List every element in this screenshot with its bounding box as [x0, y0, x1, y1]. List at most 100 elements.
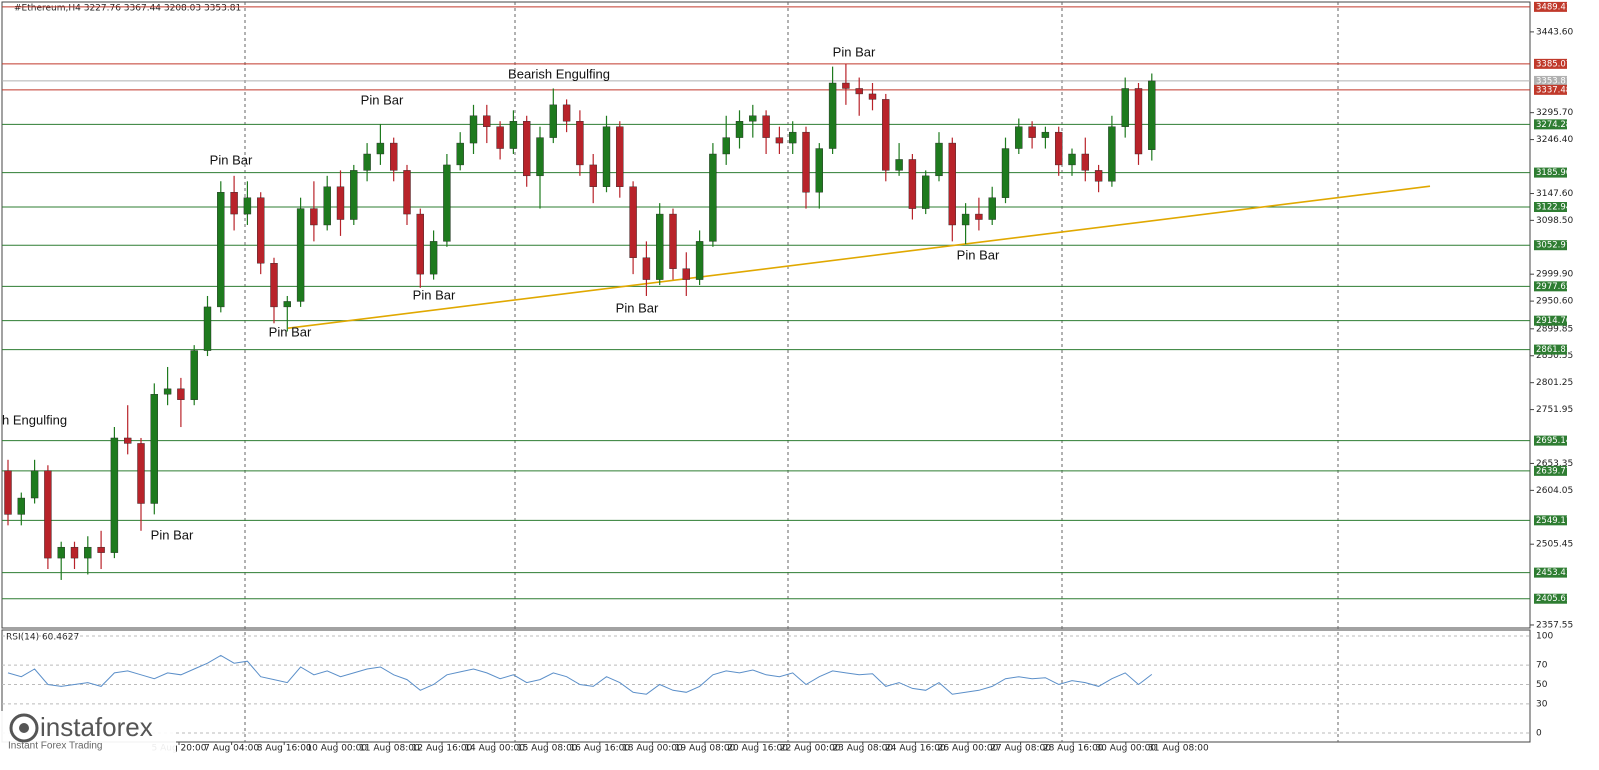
annotation: Pin Bar	[957, 247, 1000, 262]
candle-body	[17, 497, 25, 515]
x-tick-label: 15 Aug 08:00	[517, 744, 578, 754]
annotation: Bearish Engulfing	[508, 66, 610, 81]
level-tag	[1534, 567, 1567, 578]
rsi-tick-label: 30	[1536, 699, 1548, 709]
rsi-tick-label: 100	[1536, 632, 1553, 642]
candle-body	[669, 213, 677, 269]
level-label: 2977.65	[1536, 282, 1571, 292]
candle-body	[1121, 88, 1129, 127]
level-label: 2695.14	[1536, 436, 1571, 446]
x-tick-label: 23 Aug 08:00	[832, 744, 893, 754]
x-tick-label: 24 Aug 16:00	[885, 744, 946, 754]
candle-body	[376, 142, 385, 155]
y-tick-label: 3147.60	[1536, 189, 1573, 199]
candle-body	[163, 388, 172, 395]
logo: instaforex Instant Forex Trading	[0, 711, 176, 753]
level-label: 3274.28	[1536, 120, 1571, 130]
annotation: Pin Bar	[413, 287, 456, 302]
rsi-line	[7, 654, 1153, 695]
candle-body	[1015, 126, 1023, 149]
candle-body	[1148, 80, 1156, 150]
candle-body	[257, 197, 265, 264]
level-tag	[1534, 465, 1567, 476]
level-tag	[1534, 119, 1567, 130]
candle-body	[150, 394, 159, 504]
annotation: Pin Bar	[361, 92, 404, 107]
x-tick-label: 18 Aug 00:00	[622, 744, 683, 754]
annotation: Pin Bar	[151, 527, 194, 542]
candle-body	[576, 121, 584, 166]
x-tick-label: 31 Aug 08:00	[1148, 744, 1209, 754]
candle-body	[97, 546, 105, 553]
level-tag	[1534, 58, 1567, 69]
candle-body	[602, 126, 611, 187]
candle-body	[695, 241, 704, 280]
rsi-pane	[1, 629, 1531, 743]
level-label: 3185.96	[1536, 168, 1571, 178]
annotation: Pin Bar	[210, 152, 253, 167]
y-tick-label: 3098.50	[1536, 216, 1573, 226]
candle-body	[815, 148, 823, 193]
level-tag	[1534, 201, 1567, 212]
candle-body	[735, 121, 744, 138]
y-tick-label: 2801.25	[1536, 378, 1573, 388]
trendline	[287, 185, 1431, 329]
candle-body	[270, 263, 278, 308]
candle-body	[935, 142, 943, 177]
level-label: 3052.97	[1536, 241, 1571, 251]
candle-body	[988, 197, 996, 220]
candle-body	[589, 164, 597, 187]
candle-body	[828, 82, 837, 149]
x-tick-label: 27 Aug 08:00	[990, 744, 1051, 754]
level-tag	[1534, 281, 1567, 292]
candle-body	[1094, 170, 1103, 182]
candle-body	[895, 159, 903, 171]
rsi-tick-label: 0	[1536, 729, 1542, 739]
x-tick-label: 14 Aug 00:00	[464, 744, 525, 754]
level-tag	[1534, 515, 1567, 526]
candle-body	[549, 104, 557, 138]
y-tick-label: 2604.05	[1536, 486, 1573, 496]
candle-body	[177, 388, 185, 400]
candle-body	[243, 197, 252, 215]
candle-body	[44, 470, 52, 559]
y-tick-label: 2751.95	[1536, 405, 1573, 415]
y-tick-label: 3246.40	[1536, 135, 1573, 145]
candle-body	[190, 350, 198, 400]
candle-body	[682, 268, 690, 280]
level-label: 2453.41	[1536, 568, 1571, 578]
candle-body	[496, 126, 504, 149]
candle-body	[882, 99, 890, 171]
candle-body	[230, 192, 238, 215]
candle-body	[336, 186, 345, 220]
level-tag	[1534, 315, 1567, 326]
level-label: 2549.17	[1536, 516, 1571, 526]
level-label: 2405.61	[1536, 594, 1571, 604]
candle-body	[1001, 148, 1010, 198]
candle-body	[110, 437, 119, 553]
level-tag	[1534, 240, 1567, 251]
candle-body	[775, 137, 784, 144]
candle-body	[656, 213, 664, 280]
logo-name: instaforex	[40, 712, 153, 742]
annotation: h Engulfing	[2, 412, 67, 427]
candle-body	[975, 213, 983, 220]
level-label: 3337.48	[1536, 85, 1571, 95]
x-tick-label: 10 Aug 00:00	[306, 744, 367, 754]
candle-body	[4, 470, 12, 515]
annotation: Pin Bar	[269, 324, 312, 339]
level-tag	[1534, 167, 1567, 178]
candle-body	[217, 192, 225, 308]
candle-body	[961, 213, 970, 226]
candle-body	[629, 186, 637, 258]
candle-body	[30, 470, 39, 499]
x-tick-label: 26 Aug 00:00	[938, 744, 999, 754]
candle-body	[84, 546, 92, 559]
annotation: Pin Bar	[616, 300, 659, 315]
level-tag	[1534, 593, 1567, 604]
candle-body	[429, 241, 438, 275]
x-tick-label: 22 Aug 00:00	[780, 744, 841, 754]
candle-body	[642, 257, 651, 280]
